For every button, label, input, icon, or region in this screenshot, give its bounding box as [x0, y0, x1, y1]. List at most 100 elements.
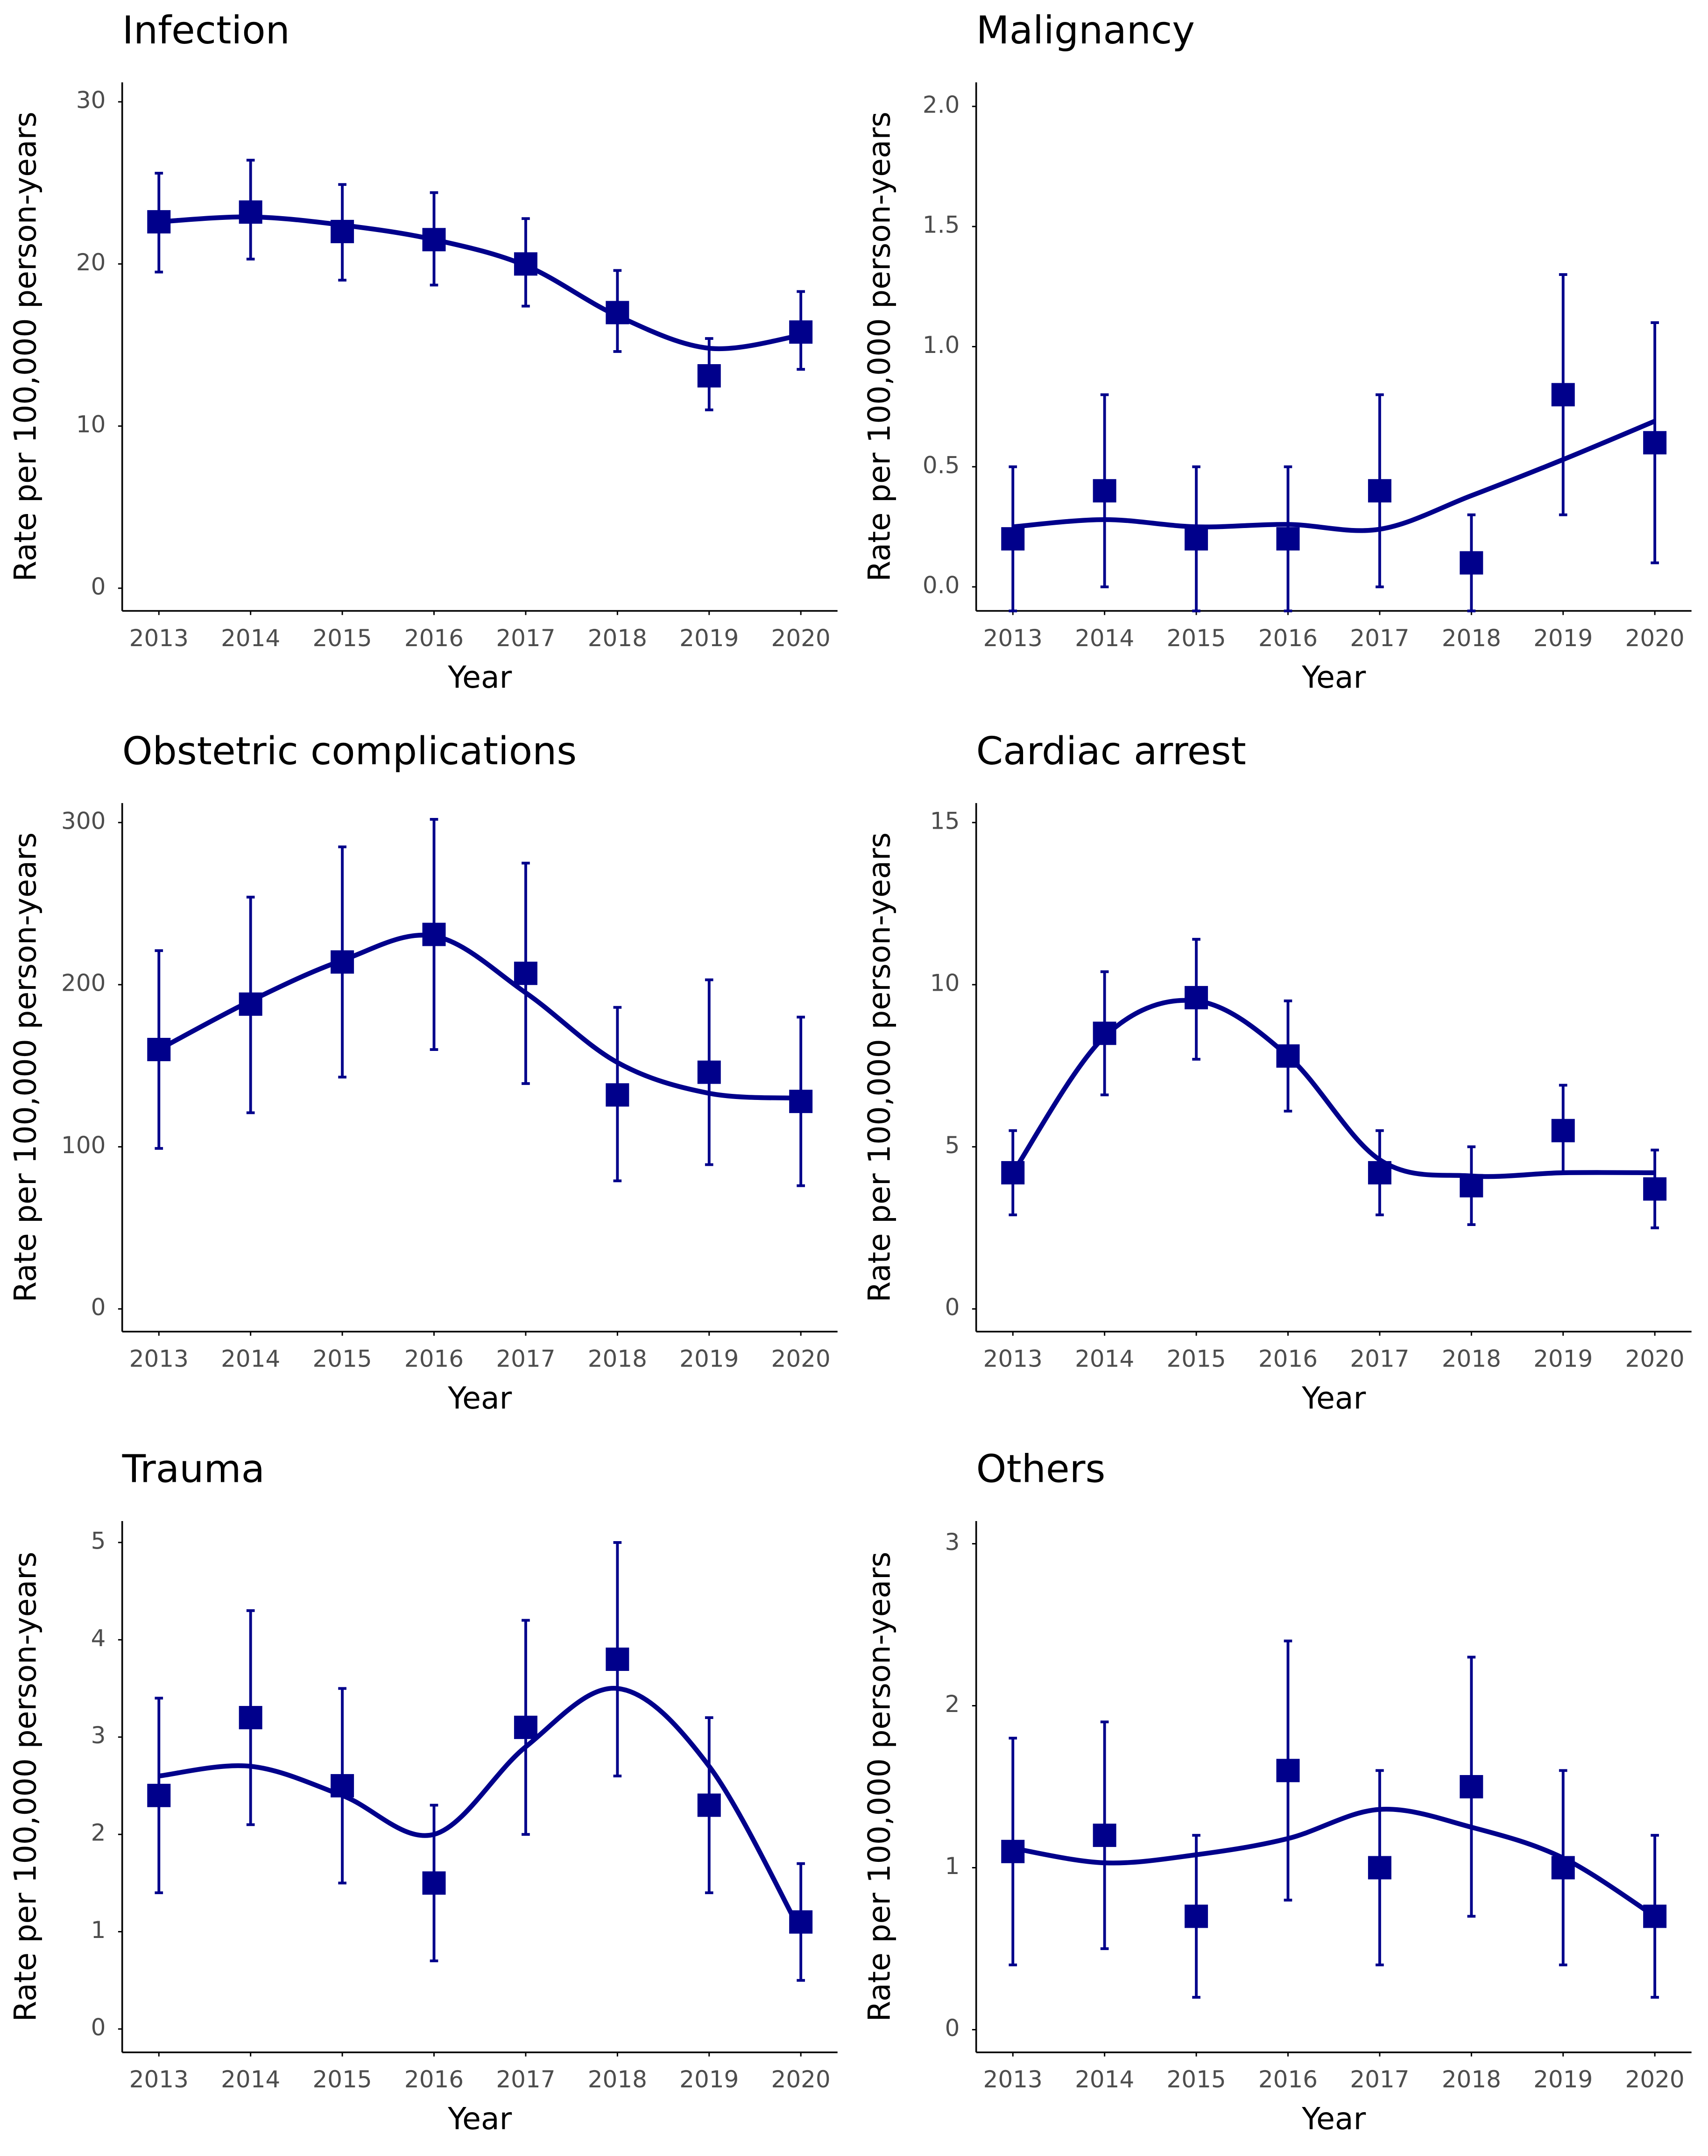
point-marker	[239, 200, 262, 224]
point-marker	[331, 1774, 354, 1797]
point-marker	[331, 219, 354, 243]
point-marker	[1368, 1161, 1391, 1184]
point-marker	[239, 1706, 262, 1730]
x-tick-label: 2018	[1442, 1346, 1501, 1373]
point-marker	[1185, 527, 1208, 551]
point-marker	[789, 320, 813, 344]
x-tick-label: 2014	[221, 625, 280, 652]
y-tick-label: 0	[91, 573, 106, 600]
point-marker	[1643, 1904, 1667, 1928]
x-tick-label: 2017	[1350, 2066, 1409, 2093]
y-tick-label: 2	[945, 1691, 960, 1718]
point-marker	[1460, 1775, 1483, 1799]
x-tick-label: 2016	[404, 2066, 464, 2093]
x-tick-label: 2017	[1350, 1346, 1409, 1373]
point-marker	[422, 228, 446, 252]
point-marker	[1643, 431, 1667, 455]
x-tick-label: 2020	[771, 625, 831, 652]
x-tick-label: 2016	[404, 625, 464, 652]
x-tick-label: 2017	[496, 625, 555, 652]
x-axis-label: Year	[447, 660, 512, 695]
y-tick-label: 100	[61, 1132, 106, 1159]
x-tick-label: 2015	[313, 625, 372, 652]
x-tick-label: 2019	[679, 2066, 739, 2093]
x-tick-label: 2019	[679, 1346, 739, 1373]
point-marker	[422, 1871, 446, 1895]
chart-panel: Infection 0 10 20 30 2013 2014 2015 2016 2017 2018…	[8, 8, 838, 695]
chart-panel: Trauma 0 1 2 3 4 5 2013 2014 2015 2016 2017 2018 2019…	[8, 1447, 838, 2137]
x-tick-label: 2020	[1625, 1346, 1685, 1373]
point-marker	[1093, 479, 1116, 503]
x-tick-label: 2019	[1533, 1346, 1593, 1373]
point-marker	[1001, 1161, 1025, 1184]
point-marker	[147, 1038, 171, 1062]
point-marker	[514, 252, 537, 276]
y-tick-label: 2.0	[923, 91, 960, 118]
chart-panel: Cardiac arrest 0 5 10 15 2013 2014 2015 2016 2017…	[862, 729, 1692, 1416]
x-tick-label: 2015	[313, 1346, 372, 1373]
point-marker	[1551, 383, 1575, 407]
x-tick-label: 2017	[1350, 625, 1409, 652]
point-marker	[1001, 1839, 1025, 1863]
x-tick-label: 2014	[221, 2066, 280, 2093]
y-tick-label: 30	[76, 87, 106, 114]
chart-panel: Malignancy 0.0 0.5 1.0 1.5 2.0 2013 2014 2015 201…	[862, 8, 1692, 695]
x-axis-label: Year	[447, 1381, 512, 1416]
chart-title: Cardiac arrest	[976, 729, 1246, 774]
point-marker	[606, 301, 629, 324]
point-marker	[1368, 479, 1391, 503]
y-axis-label: Rate per 100,000 person-years	[8, 832, 43, 1303]
x-tick-label: 2016	[404, 1346, 464, 1373]
y-axis-label: Rate per 100,000 person-years	[862, 832, 897, 1303]
x-tick-label: 2013	[983, 625, 1043, 652]
x-tick-label: 2018	[588, 2066, 647, 2093]
x-tick-label: 2020	[1625, 2066, 1685, 2093]
x-tick-label: 2019	[1533, 625, 1593, 652]
point-marker	[606, 1083, 629, 1107]
trend-line	[1012, 1807, 1656, 1918]
y-tick-label: 3	[91, 1722, 106, 1749]
x-tick-label: 2017	[496, 1346, 555, 1373]
x-tick-label: 2016	[1258, 1346, 1318, 1373]
y-axis-label: Rate per 100,000 person-years	[862, 1552, 897, 2022]
point-marker	[514, 961, 537, 985]
point-marker	[422, 923, 446, 946]
chart-title: Malignancy	[976, 8, 1195, 53]
y-tick-label: 5	[91, 1527, 106, 1554]
y-tick-label: 300	[61, 807, 106, 834]
chart-panel: Obstetric complications 0 100 200 300 2013 201…	[8, 729, 838, 1416]
point-marker	[789, 1910, 813, 1934]
chart-title: Obstetric complications	[122, 729, 577, 774]
point-marker	[1185, 1904, 1208, 1928]
point-marker	[1185, 986, 1208, 1009]
x-tick-label: 2013	[129, 1346, 189, 1373]
y-tick-label: 5	[945, 1132, 960, 1159]
y-tick-label: 1	[91, 1916, 106, 1944]
x-axis-label: Year	[447, 2102, 512, 2137]
x-tick-label: 2015	[1166, 2066, 1226, 2093]
point-marker	[147, 210, 171, 234]
point-marker	[1093, 1022, 1116, 1045]
x-tick-label: 2018	[1442, 2066, 1501, 2093]
point-marker	[697, 364, 721, 388]
y-axis-label: Rate per 100,000 person-years	[8, 112, 43, 582]
x-tick-label: 2015	[313, 2066, 372, 2093]
y-tick-label: 0	[945, 2015, 960, 2042]
y-tick-label: 15	[930, 807, 960, 834]
y-tick-label: 2	[91, 1819, 106, 1846]
x-tick-label: 2013	[129, 625, 189, 652]
point-marker	[1460, 1174, 1483, 1198]
x-tick-label: 2020	[1625, 625, 1685, 652]
point-marker	[239, 992, 262, 1016]
point-marker	[789, 1090, 813, 1113]
point-marker	[1001, 527, 1025, 551]
x-tick-label: 2017	[496, 2066, 555, 2093]
y-axis-label: Rate per 100,000 person-years	[862, 112, 897, 582]
point-marker	[1276, 527, 1300, 551]
point-marker	[697, 1793, 721, 1817]
x-axis-label: Year	[1301, 660, 1366, 695]
chart-title: Others	[976, 1447, 1106, 1492]
point-marker	[1368, 1856, 1391, 1880]
point-marker	[331, 950, 354, 974]
x-tick-label: 2020	[771, 2066, 831, 2093]
